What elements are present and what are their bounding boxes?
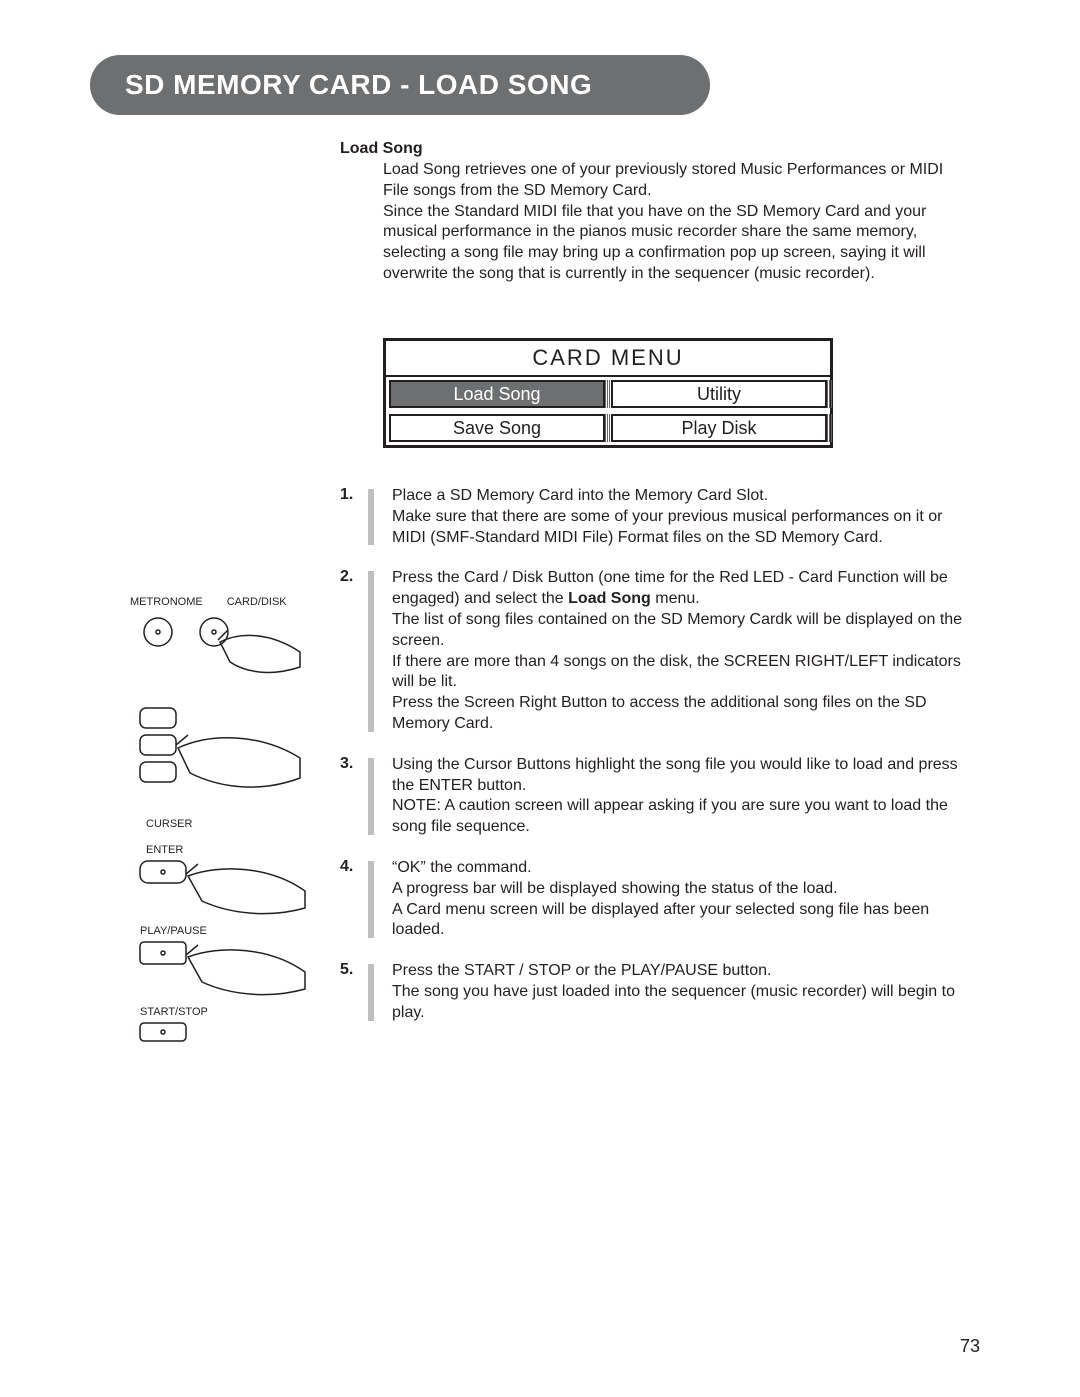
step-bar xyxy=(368,758,374,835)
step-text: Press the START / STOP or the PLAY/PAUSE… xyxy=(392,961,980,1023)
cursor-buttons-illustration xyxy=(130,703,320,813)
page-header-banner: SD MEMORY CARD - LOAD SONG xyxy=(90,55,710,115)
carddisk-label: CARD/DISK xyxy=(227,596,287,608)
step-text: “OK” the command.A progress bar will be … xyxy=(392,858,980,941)
playpause-label: PLAY/PAUSE xyxy=(140,925,330,937)
step-text: Using the Cursor Buttons highlight the s… xyxy=(392,755,980,838)
card-menu-box: CARD MENU Load Song Utility Save Song Pl… xyxy=(383,338,833,448)
metronome-label: METRONOME xyxy=(130,596,203,608)
step-bar xyxy=(368,861,374,938)
page-header-title: SD MEMORY CARD - LOAD SONG xyxy=(125,69,592,101)
page-number: 73 xyxy=(960,1336,980,1357)
menu-item-play-disk[interactable]: Play Disk xyxy=(611,414,827,442)
round-buttons-illustration xyxy=(130,612,320,682)
step-text: Place a SD Memory Card into the Memory C… xyxy=(392,486,980,548)
step-number: 2. xyxy=(340,568,360,586)
menu-item-utility[interactable]: Utility xyxy=(611,380,827,408)
step-number: 1. xyxy=(340,486,360,504)
menu-item-save-song[interactable]: Save Song xyxy=(389,414,605,442)
step-3: 3. Using the Cursor Buttons highlight th… xyxy=(340,755,980,838)
curser-label: CURSER xyxy=(146,818,330,830)
left-illustrations: METRONOME CARD/DISK CURSER ENTER PLAY/PA… xyxy=(130,596,330,1051)
step-bar xyxy=(368,571,374,731)
step-bar xyxy=(368,964,374,1020)
enter-button-illustration xyxy=(130,856,320,916)
step-number: 5. xyxy=(340,961,360,979)
step-1: 1. Place a SD Memory Card into the Memor… xyxy=(340,486,980,548)
card-menu-title: CARD MENU xyxy=(386,341,830,377)
step-bar xyxy=(368,489,374,545)
section-title: Load Song xyxy=(340,140,423,158)
startstop-button-illustration xyxy=(130,1018,210,1048)
step-list: 1. Place a SD Memory Card into the Memor… xyxy=(340,486,980,1044)
step-number: 4. xyxy=(340,858,360,876)
step-text: Press the Card / Disk Button (one time f… xyxy=(392,568,980,734)
step-2: 2. Press the Card / Disk Button (one tim… xyxy=(340,568,980,734)
step-4: 4. “OK” the command.A progress bar will … xyxy=(340,858,980,941)
step-5: 5. Press the START / STOP or the PLAY/PA… xyxy=(340,961,980,1023)
menu-item-load-song[interactable]: Load Song xyxy=(389,380,605,408)
intro-paragraph: Load Song retrieves one of your previous… xyxy=(383,160,973,285)
playpause-button-illustration xyxy=(130,937,320,997)
startstop-label: START/STOP xyxy=(140,1006,330,1018)
step-number: 3. xyxy=(340,755,360,773)
enter-label: ENTER xyxy=(146,844,330,856)
